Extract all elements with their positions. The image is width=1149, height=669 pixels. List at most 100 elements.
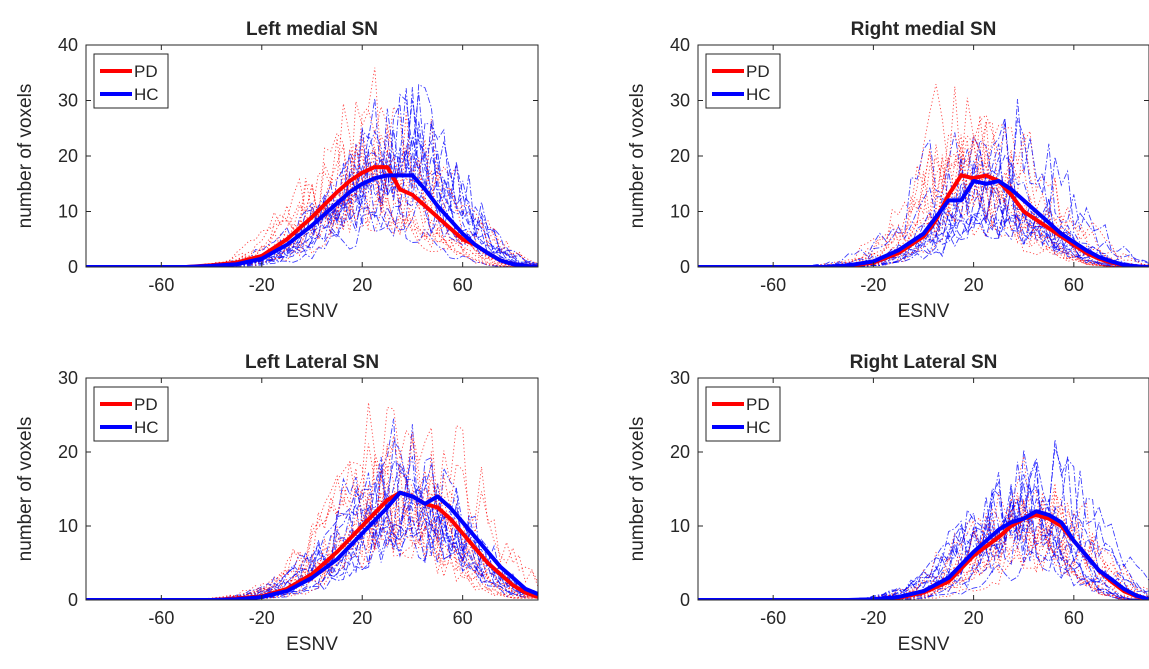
- legend-hc-label: HC: [746, 85, 771, 104]
- subject-trace: [698, 188, 1149, 267]
- subject-trace: [86, 196, 538, 267]
- subject-trace: [698, 439, 1149, 600]
- x-tick-label: -60: [760, 608, 786, 628]
- legend-hc-label: HC: [746, 418, 771, 437]
- subject-trace: [698, 118, 1149, 267]
- legend-box: [93, 53, 169, 109]
- subject-trace: [698, 456, 1149, 600]
- pd-mean-line: [698, 173, 1149, 267]
- y-tick-label: 10: [58, 516, 78, 536]
- x-tick-label: -60: [148, 275, 174, 295]
- subject-trace: [698, 486, 1149, 600]
- x-tick-label: 60: [1064, 608, 1084, 628]
- subplot-2: 0 10 20 30 40 -60 -20 20 60 Right medial SN ESNV nu…: [627, 19, 1149, 322]
- subject-trace: [698, 164, 1149, 267]
- subject-trace: [86, 490, 538, 600]
- legend-pd-label: PD: [746, 395, 770, 414]
- y-tick-label: 10: [670, 516, 690, 536]
- hc-mean-line: [698, 509, 1149, 600]
- subject-traces: [698, 84, 1149, 267]
- chart-title: Right medial SN: [851, 19, 997, 40]
- x-tick-label: 60: [453, 608, 473, 628]
- subject-trace: [86, 193, 538, 267]
- y-tick-label: 0: [680, 590, 690, 610]
- legend: PD HC: [93, 386, 169, 442]
- x-axis-label: ESNV: [898, 301, 950, 322]
- x-axis-label: ESNV: [898, 634, 950, 655]
- y-axis-label: number of voxels: [15, 417, 36, 562]
- subplot-1: 0 10 20 30 40 -60 -20 20 60 Left medial SN ESNV num…: [15, 19, 539, 322]
- y-tick-label: 30: [670, 91, 690, 111]
- y-tick-label: 10: [670, 202, 690, 222]
- subject-trace: [698, 98, 1149, 267]
- subject-trace: [86, 170, 538, 267]
- legend: PD HC: [705, 386, 781, 442]
- y-axis-label: number of voxels: [627, 417, 648, 562]
- subject-trace: [698, 483, 1149, 600]
- x-tick-label: -20: [860, 608, 886, 628]
- subject-trace: [698, 114, 1149, 267]
- subject-trace: [698, 501, 1149, 600]
- subject-trace: [86, 418, 538, 600]
- subject-trace: [698, 499, 1149, 600]
- pd-mean-line: [86, 490, 538, 600]
- y-tick-label: 10: [58, 202, 78, 222]
- subject-trace: [86, 151, 538, 267]
- subject-trace: [86, 145, 538, 267]
- y-tick-label: 40: [670, 35, 690, 55]
- subject-trace: [698, 492, 1149, 600]
- subject-trace: [86, 465, 538, 600]
- hc-mean-line: [86, 490, 538, 600]
- subject-trace: [86, 174, 538, 267]
- x-tick-label: 60: [1064, 275, 1084, 295]
- y-tick-label: 20: [58, 442, 78, 462]
- y-tick-label: 30: [58, 91, 78, 111]
- subject-trace: [86, 129, 538, 267]
- subject-trace: [86, 500, 538, 600]
- subplot-4: 0 10 20 30 -60 -20 20 60 Right Lateral SN ESNV num…: [627, 352, 1149, 655]
- subject-trace: [698, 474, 1149, 600]
- subject-trace: [698, 143, 1149, 267]
- subplot-3: 0 10 20 30 -60 -20 20 60 Left Lateral SN ESNV numb…: [15, 352, 539, 655]
- y-axis-label: number of voxels: [627, 84, 648, 229]
- y-tick-label: 0: [68, 590, 78, 610]
- subject-trace: [86, 83, 538, 267]
- chart-title: Left medial SN: [246, 19, 378, 40]
- legend: PD HC: [93, 53, 169, 109]
- legend-pd-label: PD: [134, 395, 158, 414]
- x-tick-label: -20: [249, 608, 275, 628]
- y-tick-label: 0: [680, 257, 690, 277]
- y-tick-label: 20: [670, 146, 690, 166]
- subject-trace: [698, 189, 1149, 267]
- axes-frame: [85, 377, 539, 601]
- subject-trace: [86, 464, 538, 600]
- subject-trace: [86, 492, 538, 600]
- pd-mean-line: [86, 165, 538, 267]
- subject-trace: [86, 402, 538, 600]
- axes-frame: [697, 377, 1149, 601]
- y-tick-label: 30: [58, 368, 78, 388]
- x-tick-label: -60: [148, 608, 174, 628]
- y-tick-label: 40: [58, 35, 78, 55]
- legend-pd-label: PD: [746, 62, 770, 81]
- x-tick-label: 20: [964, 275, 984, 295]
- subject-trace: [86, 455, 538, 600]
- x-tick-label: -20: [860, 275, 886, 295]
- chart-title: Left Lateral SN: [245, 352, 379, 373]
- subject-trace: [86, 101, 538, 267]
- x-tick-label: -20: [249, 275, 275, 295]
- chart-title: Right Lateral SN: [850, 352, 998, 373]
- subject-trace: [86, 132, 538, 267]
- legend-hc-label: HC: [134, 85, 159, 104]
- subject-trace: [698, 133, 1149, 267]
- subject-trace: [86, 504, 538, 600]
- subject-trace: [698, 498, 1149, 600]
- legend-box: [705, 386, 781, 442]
- subject-trace: [698, 214, 1149, 267]
- x-tick-label: -60: [760, 275, 786, 295]
- subject-trace: [698, 115, 1149, 267]
- legend-pd-label: PD: [134, 62, 158, 81]
- subject-trace: [698, 140, 1149, 267]
- subject-trace: [86, 472, 538, 600]
